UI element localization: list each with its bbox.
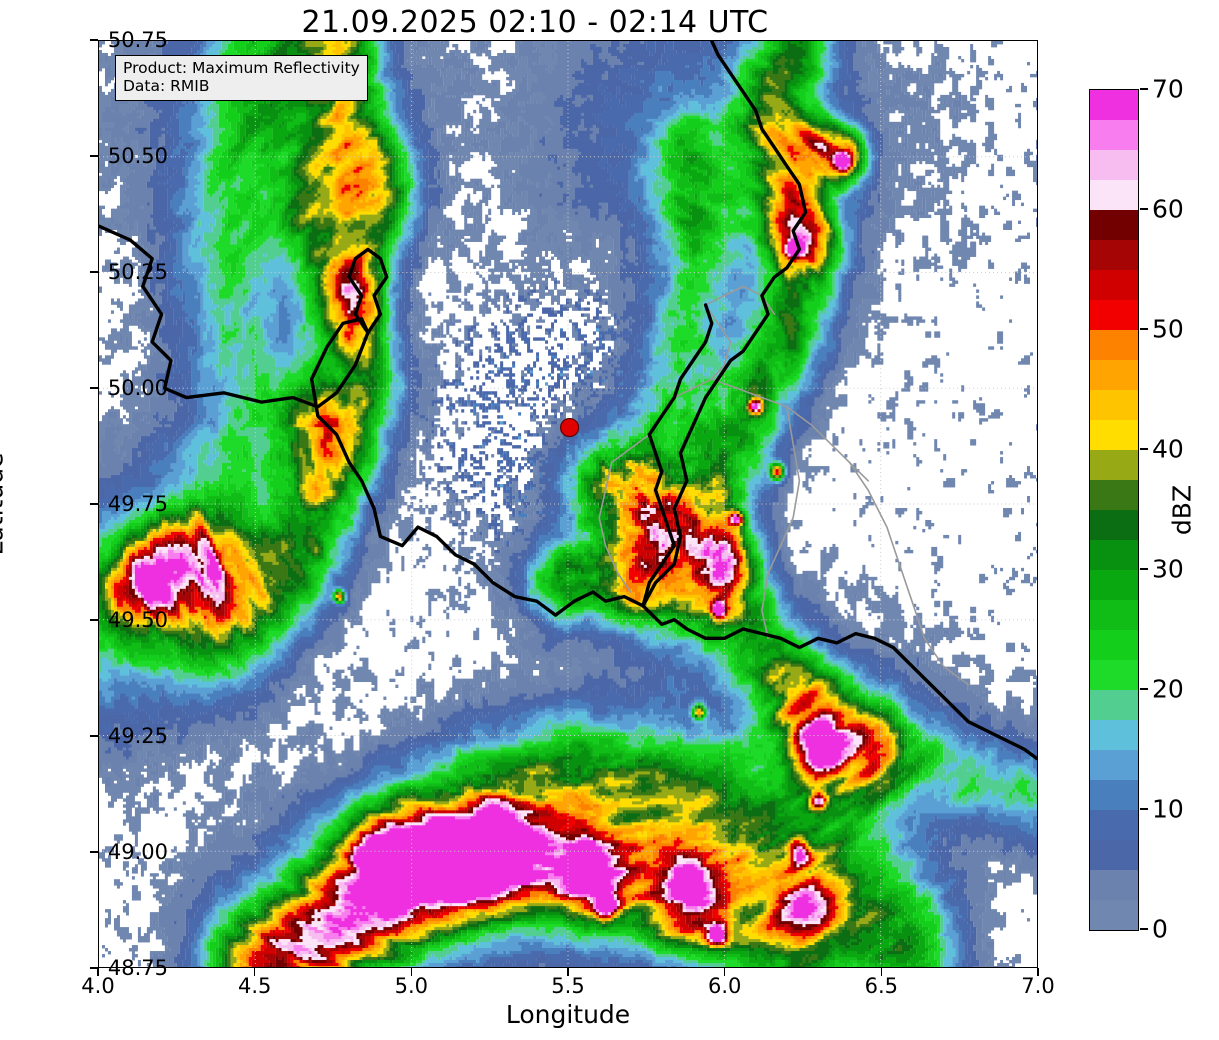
y-tick-label: 48.75 [108,956,168,980]
x-tick-mark [410,968,413,976]
y-tick-mark [90,387,98,389]
colorbar-tick-mark [1140,328,1148,330]
colorbar-tick-label: 30 [1152,555,1184,584]
colorbar-band [1090,150,1138,180]
colorbar-band [1090,480,1138,510]
colorbar-band [1090,690,1138,720]
colorbar-band [1090,210,1138,240]
colorbar-band [1090,780,1138,810]
colorbar-band [1090,360,1138,390]
colorbar-band [1090,450,1138,480]
y-tick-mark [90,39,98,41]
graticule-gridlines [99,41,1037,967]
colorbar-band [1090,810,1138,840]
product-info-box: Product: Maximum Reflectivity Data: RMIB [115,55,368,101]
y-tick-mark [90,967,98,969]
colorbar-tick-mark [1140,448,1148,450]
colorbar-tick-mark [1140,88,1148,90]
radar-echo-canvas [99,41,1037,967]
colorbar[interactable] [1089,89,1139,931]
y-tick-mark [90,155,98,157]
x-axis-label: Longitude [506,1000,630,1029]
colorbar-unit-label: dBZ [1168,485,1197,535]
x-tick-label: 7.0 [1021,974,1054,998]
y-tick-label: 49.00 [108,840,168,864]
y-tick-label: 50.00 [108,376,168,400]
colorbar-tick-mark [1140,808,1148,810]
colorbar-tick-mark [1140,688,1148,690]
y-tick-mark [90,735,98,737]
y-tick-mark [90,619,98,621]
x-tick-mark [1037,968,1039,976]
colorbar-tick-mark [1140,928,1148,930]
x-tick-label: 5.5 [551,974,584,998]
y-tick-label: 50.25 [108,260,168,284]
colorbar-band [1090,420,1138,450]
y-tick-mark [90,851,98,853]
page-title: 21.09.2025 02:10 - 02:14 UTC [0,5,1070,40]
y-axis-label: Latitude [0,453,9,556]
y-tick-label: 49.75 [108,492,168,516]
colorbar-band [1090,390,1138,420]
y-tick-label: 50.50 [108,144,168,168]
radar-plot-area[interactable]: Product: Maximum Reflectivity Data: RMIB [98,40,1038,968]
y-tick-label: 49.25 [108,724,168,748]
x-tick-mark [723,968,726,976]
colorbar-band [1090,720,1138,750]
colorbar-tick-label: 20 [1152,675,1184,704]
colorbar-band [1090,840,1138,870]
y-tick-mark [90,503,98,505]
x-tick-label: 5.0 [395,974,428,998]
x-tick-mark [880,968,883,976]
colorbar-tick-label: 70 [1152,75,1184,104]
y-tick-mark [90,271,98,273]
colorbar-tick-label: 0 [1152,915,1168,944]
colorbar-band [1090,90,1138,120]
info-data-line: Data: RMIB [123,77,360,95]
colorbar-band [1090,870,1138,900]
x-tick-label: 6.5 [865,974,898,998]
x-tick-label: 4.5 [238,974,271,998]
colorbar-band [1090,600,1138,630]
colorbar-band [1090,570,1138,600]
x-tick-label: 6.0 [708,974,741,998]
x-tick-label: 4.0 [81,974,114,998]
colorbar-band [1090,750,1138,780]
colorbar-band [1090,330,1138,360]
radar-site-marker [560,417,580,438]
colorbar-band [1090,300,1138,330]
colorbar-tick-mark [1140,568,1148,570]
y-tick-label: 50.75 [108,28,168,52]
colorbar-tick-mark [1140,208,1148,210]
colorbar-tick-label: 40 [1152,435,1184,464]
colorbar-tick-label: 50 [1152,315,1184,344]
colorbar-band [1090,270,1138,300]
colorbar-band [1090,900,1138,930]
colorbar-tick-label: 60 [1152,195,1184,224]
x-tick-mark [97,968,99,976]
colorbar-band [1090,120,1138,150]
colorbar-band [1090,660,1138,690]
x-tick-mark [567,968,569,976]
colorbar-band [1090,180,1138,210]
colorbar-band [1090,510,1138,540]
colorbar-band [1090,540,1138,570]
info-product-line: Product: Maximum Reflectivity [123,59,360,77]
colorbar-band [1090,240,1138,270]
x-tick-mark [253,968,256,976]
country-borders [99,41,1037,761]
colorbar-tick-label: 10 [1152,795,1184,824]
colorbar-band [1090,630,1138,660]
y-tick-label: 49.50 [108,608,168,632]
